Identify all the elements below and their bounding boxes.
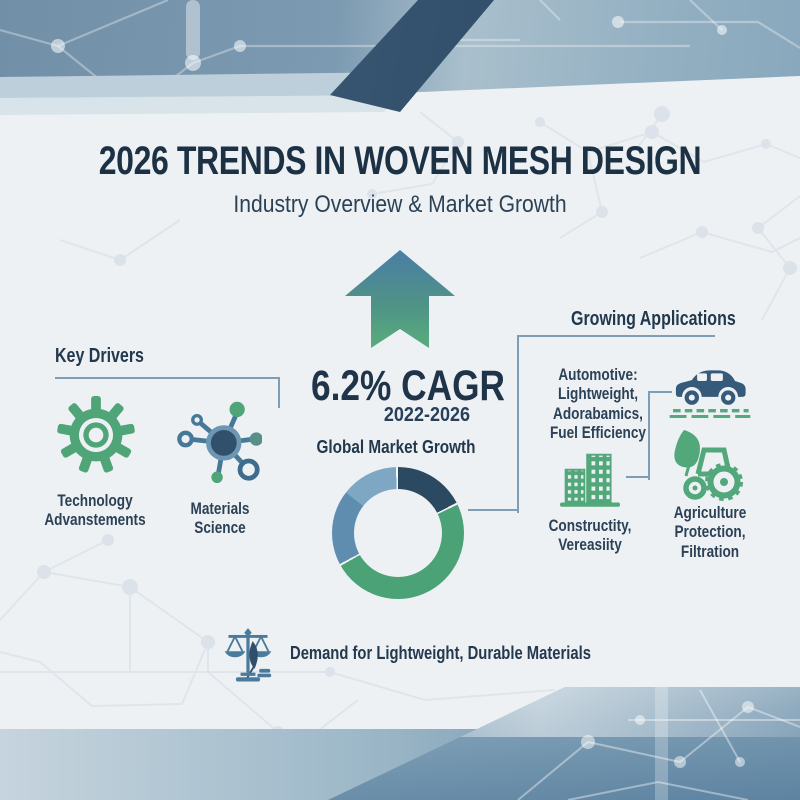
cagr-period: 2022-2026 (383, 404, 470, 426)
growing-applications-bracket-line (517, 335, 715, 513)
scales-icon (224, 628, 272, 682)
molecule-icon (177, 401, 262, 483)
applications-bracket-line (648, 391, 672, 480)
key-drivers-bracket-line (55, 377, 280, 408)
connector-line-building (626, 476, 648, 478)
page-subtitle: Industry Overview & Market Growth (233, 191, 567, 218)
growing-applications-heading: Growing Applications (571, 308, 736, 330)
cagr-value: 6.2% CAGR (311, 362, 505, 410)
building-icon (560, 453, 620, 507)
tractor-icon (674, 430, 743, 501)
application-label-construction: Constructity, Vereasiity (548, 516, 632, 555)
key-driver-label-materials: Materials Science (190, 499, 250, 538)
footer-tagline: Demand for Lightweight, Durable Material… (290, 642, 591, 663)
road-dashes-icon (669, 408, 751, 418)
application-label-agriculture: Agriculture Protection, Filtration (673, 503, 747, 561)
application-label-automotive: Automotive: Lightweight, Adorabamics, Fu… (550, 365, 646, 443)
donut-caption: Global Market Growth (316, 437, 476, 457)
top-banner-stripe (0, 95, 398, 115)
gear-icon (57, 396, 135, 473)
arrow-up-icon (345, 250, 455, 348)
key-driver-label-technology: Technology Advanstements (44, 491, 146, 530)
car-icon (675, 370, 746, 405)
key-drivers-heading: Key Drivers (55, 345, 144, 367)
market-donut-hole (354, 489, 442, 577)
connector-line-donut (468, 509, 517, 511)
page-title: 2026 TRENDS IN WOVEN MESH DESIGN (98, 139, 702, 183)
